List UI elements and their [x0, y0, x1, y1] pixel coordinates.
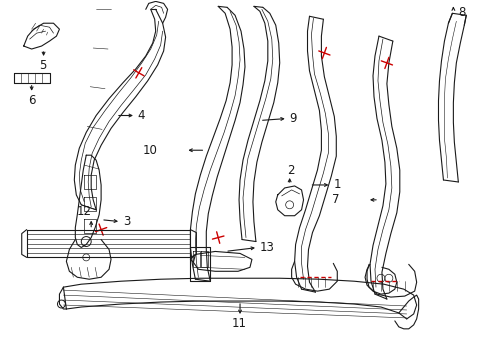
Text: 7: 7 — [331, 193, 339, 206]
Text: 8: 8 — [457, 6, 465, 19]
Text: 13: 13 — [259, 241, 274, 254]
Text: 10: 10 — [142, 144, 157, 157]
Text: 6: 6 — [28, 94, 35, 107]
Text: 4: 4 — [138, 109, 145, 122]
Text: 5: 5 — [40, 59, 47, 72]
Text: 12: 12 — [76, 205, 91, 218]
Text: 2: 2 — [286, 163, 294, 176]
Text: 1: 1 — [333, 179, 340, 192]
Text: 11: 11 — [232, 318, 246, 330]
Text: 9: 9 — [289, 112, 297, 125]
Text: 3: 3 — [122, 215, 130, 228]
